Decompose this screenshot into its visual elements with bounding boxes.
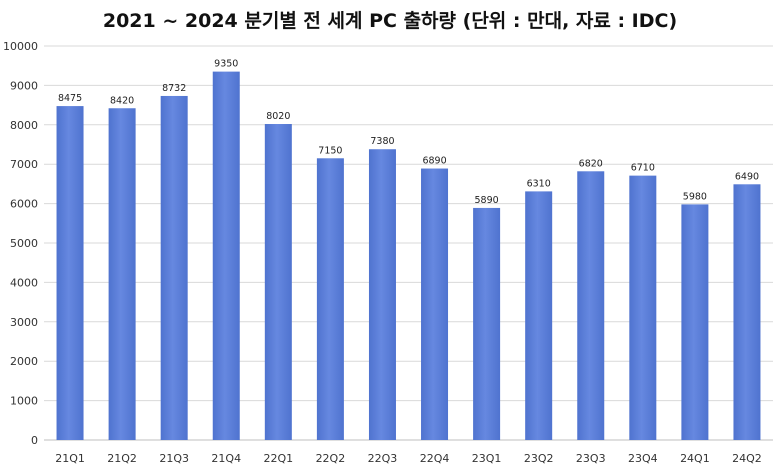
x-tick-label: 23Q3 xyxy=(576,452,606,465)
y-tick-label: 3000 xyxy=(10,316,38,329)
bar xyxy=(212,71,240,441)
x-tick-label: 23Q2 xyxy=(524,452,554,465)
y-tick-label: 9000 xyxy=(10,79,38,92)
data-label: 6490 xyxy=(735,171,759,182)
data-label: 8732 xyxy=(162,83,186,94)
x-tick-label: 21Q3 xyxy=(159,452,189,465)
x-tick-label: 24Q1 xyxy=(680,452,710,465)
y-axis-ticks: 0 1000 2000 3000 4000 5000 6000 7000 8000 9000 100… xyxy=(3,40,38,447)
chart-title: 2021 ~ 2024 분기별 전 세계 PC 출하량 (단위 : 만대, 자료… xyxy=(102,10,678,32)
data-label: 6890 xyxy=(422,156,446,167)
data-label: 8475 xyxy=(58,93,82,104)
x-tick-label: 22Q1 xyxy=(263,452,293,465)
bar xyxy=(368,149,396,440)
data-label: 6310 xyxy=(527,178,551,189)
x-tick-label: 22Q2 xyxy=(316,452,346,465)
y-tick-label: 0 xyxy=(31,434,38,447)
bar xyxy=(56,106,84,441)
data-label: 6820 xyxy=(579,158,603,169)
x-tick-label: 21Q1 xyxy=(55,452,85,465)
y-tick-label: 6000 xyxy=(10,198,38,211)
x-tick-label: 24Q2 xyxy=(732,452,762,465)
bar xyxy=(473,207,501,440)
bar xyxy=(525,191,553,440)
data-label: 8420 xyxy=(110,95,134,106)
bar xyxy=(681,204,709,440)
data-label: 5890 xyxy=(475,195,499,206)
data-labels: 8475 8420 8732 9350 8020 7150 7380 6890 5890 6310… xyxy=(58,59,759,206)
data-label: 7380 xyxy=(370,136,394,147)
y-tick-label: 2000 xyxy=(10,355,38,368)
x-tick-label: 22Q3 xyxy=(368,452,398,465)
data-label: 7150 xyxy=(318,145,342,156)
bar xyxy=(629,175,657,440)
y-tick-label: 1000 xyxy=(10,395,38,408)
bars xyxy=(56,71,761,441)
x-tick-label: 21Q2 xyxy=(107,452,137,465)
x-tick-label: 21Q4 xyxy=(211,452,241,465)
y-tick-label: 4000 xyxy=(10,276,38,289)
x-tick-label: 23Q1 xyxy=(472,452,502,465)
x-axis-ticks: 21Q1 21Q2 21Q3 21Q4 22Q1 22Q2 22Q3 22Q4 23Q1 23Q2… xyxy=(55,452,762,465)
x-tick-label: 23Q4 xyxy=(628,452,658,465)
gridlines xyxy=(44,45,773,441)
data-label: 6710 xyxy=(631,163,655,174)
bar xyxy=(264,124,292,441)
x-tick-label: 22Q4 xyxy=(420,452,450,465)
y-tick-label: 10000 xyxy=(3,40,38,53)
bar xyxy=(421,168,449,440)
y-tick-label: 7000 xyxy=(10,158,38,171)
bar xyxy=(108,108,136,440)
data-label: 8020 xyxy=(266,111,290,122)
data-label: 9350 xyxy=(214,59,238,70)
data-label: 5980 xyxy=(683,191,707,202)
bar xyxy=(733,184,761,440)
y-tick-label: 8000 xyxy=(10,119,38,132)
bar xyxy=(160,95,188,440)
y-tick-label: 5000 xyxy=(10,237,38,250)
bar xyxy=(316,158,344,441)
bar xyxy=(577,171,605,441)
